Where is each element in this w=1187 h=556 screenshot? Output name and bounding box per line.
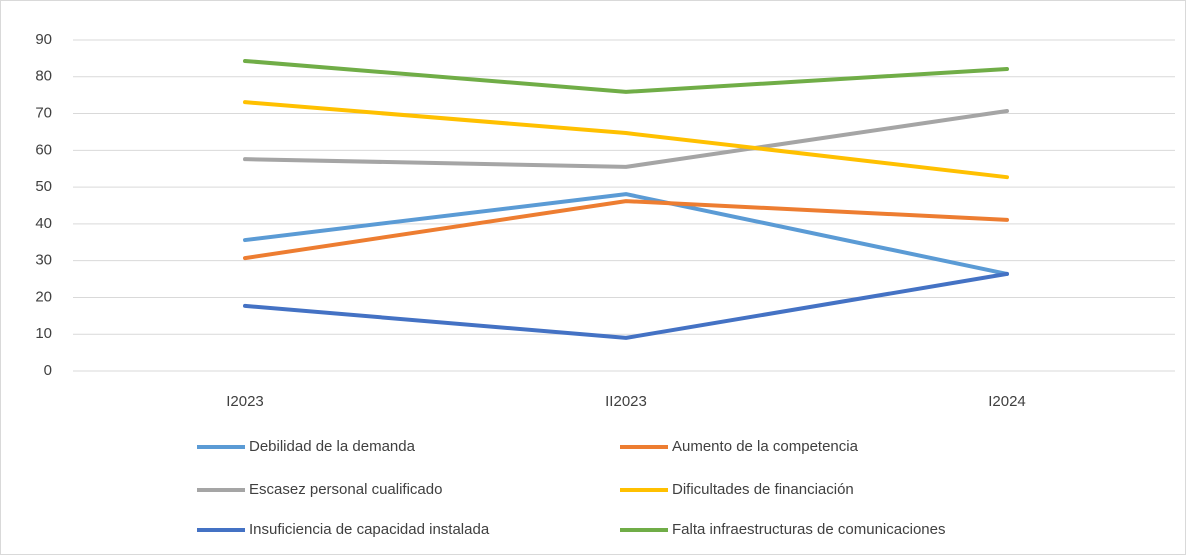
series-line	[243, 199, 1009, 261]
series-line	[243, 192, 1009, 276]
series-line	[243, 100, 1009, 180]
x-tick-label: I2023	[226, 393, 264, 410]
series-line	[243, 58, 1009, 94]
legend-label: Dificultades de financiación	[672, 481, 854, 498]
y-tick-label: 30	[35, 252, 52, 269]
y-tick-label: 60	[35, 141, 52, 158]
legend-label: Aumento de la competencia	[672, 438, 859, 455]
y-tick-label: 10	[35, 325, 52, 342]
y-tick-label: 20	[35, 288, 52, 305]
legend-label: Insuficiencia de capacidad instalada	[249, 521, 490, 538]
y-tick-label: 90	[35, 31, 52, 48]
y-tick-label: 40	[35, 215, 52, 232]
x-tick-label: II2023	[605, 393, 647, 410]
legend-label: Falta infraestructuras de comunicaciones	[672, 521, 945, 538]
y-tick-label: 50	[35, 178, 52, 195]
x-tick-label: I2024	[988, 393, 1026, 410]
y-tick-label: 70	[35, 105, 52, 122]
y-tick-label: 0	[44, 362, 52, 379]
series-line	[243, 271, 1009, 340]
legend-label: Escasez personal cualificado	[249, 481, 442, 498]
series-line	[243, 108, 1009, 169]
legend-label: Debilidad de la demanda	[249, 438, 416, 455]
y-tick-label: 80	[35, 68, 52, 85]
